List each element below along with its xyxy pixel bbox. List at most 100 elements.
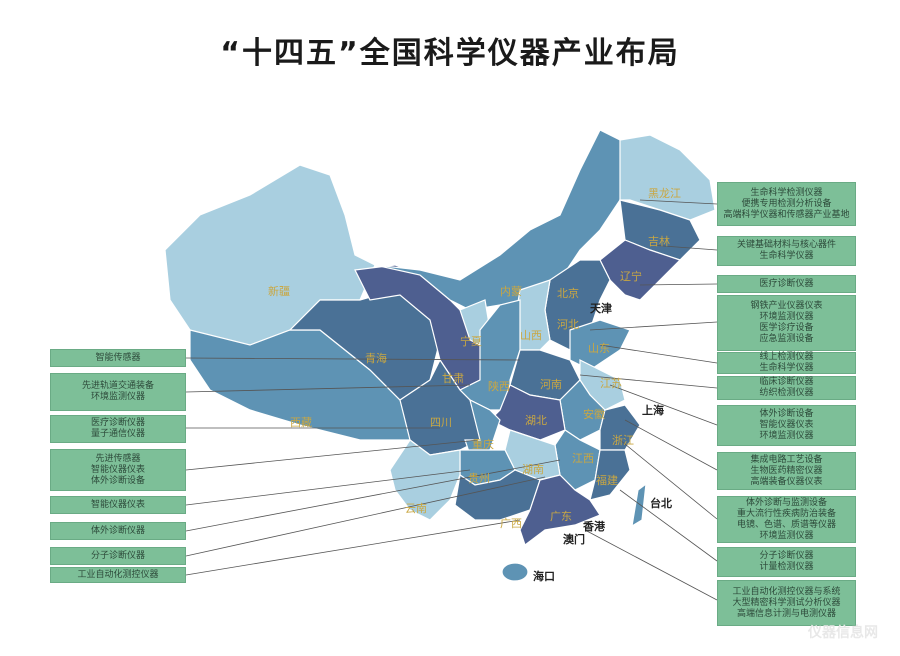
leader-line bbox=[185, 439, 479, 471]
province-label: 新疆 bbox=[268, 285, 290, 298]
city-label: 台北 bbox=[650, 497, 672, 510]
left-industry-box: 分子诊断仪器 bbox=[50, 547, 186, 565]
leader-line bbox=[185, 459, 561, 532]
right-industry-box: 工业自动化测控仪器与系统 大型精密科学测试分析仪器 高端信息计测与电测仪器 bbox=[717, 580, 856, 626]
industry-item: 生命科学检测仪器 bbox=[750, 187, 823, 198]
right-industry-box: 体外诊断与监测设备 重大流行性疾病防治装备 电镜、色谱、质谱等仪器 环境监测仪器 bbox=[717, 496, 856, 543]
leader-line bbox=[639, 199, 718, 205]
leader-line bbox=[639, 283, 718, 286]
right-industry-box: 关键基础材料与核心器件 生命科学仪器 bbox=[717, 236, 856, 266]
left-industry-box: 医疗诊断仪器 量子通信仪器 bbox=[50, 415, 186, 443]
province-label: 云南 bbox=[405, 502, 427, 515]
industry-item: 环境监测仪器 bbox=[759, 312, 814, 322]
province-label: 陕西 bbox=[488, 380, 510, 393]
leader-line bbox=[185, 476, 546, 557]
province-label: 甘肃 bbox=[442, 372, 464, 385]
industry-item: 体外诊断设备 bbox=[90, 475, 145, 486]
industry-item: 电镜、色谱、质谱等仪器 bbox=[736, 519, 836, 530]
industry-item: 生命科学仪器 bbox=[759, 363, 814, 373]
industry-item: 工业自动化测控仪器 bbox=[77, 569, 159, 580]
province-label: 广西 bbox=[500, 517, 522, 530]
province-label: 河南 bbox=[540, 378, 562, 391]
industry-item: 关键基础材料与核心器件 bbox=[736, 240, 836, 250]
industry-item: 临床诊断仪器 bbox=[759, 377, 814, 387]
industry-item: 智能仪器仪表 bbox=[759, 420, 814, 430]
right-industry-box: 生命科学检测仪器 便携专用检测分析设备 高端科学仪器和传感器产业基地 bbox=[717, 182, 856, 226]
leader-line bbox=[599, 344, 718, 364]
leader-line bbox=[185, 469, 471, 506]
industry-item: 生物医药精密仪器 bbox=[750, 465, 823, 476]
industry-item: 生命科学仪器 bbox=[759, 251, 814, 261]
industry-item: 纺织检测仪器 bbox=[759, 388, 814, 398]
province-guangdong bbox=[519, 474, 601, 546]
industry-item: 医学诊疗设备 bbox=[759, 323, 814, 333]
industry-item: 环境监测仪器 bbox=[90, 392, 145, 402]
province-label: 重庆 bbox=[472, 438, 494, 451]
leader-line bbox=[649, 244, 718, 251]
leader-line bbox=[579, 374, 718, 389]
industry-item: 体外诊断与监测设备 bbox=[745, 497, 827, 508]
right-industry-box: 临床诊断仪器 纺织检测仪器 bbox=[717, 376, 856, 400]
left-industry-box: 工业自动化测控仪器 bbox=[50, 567, 186, 583]
industry-item: 医疗诊断仪器 bbox=[759, 278, 814, 289]
industry-item: 高端科学仪器和传感器产业基地 bbox=[723, 209, 850, 220]
province-label: 北京 bbox=[557, 287, 579, 300]
right-industry-box: 分子诊断仪器 计量检测仪器 bbox=[717, 547, 856, 577]
industry-item: 智能仪器仪表 bbox=[90, 499, 145, 510]
city-label: 澳门 bbox=[563, 533, 585, 546]
leader-line bbox=[584, 529, 718, 601]
leader-line bbox=[624, 419, 718, 471]
province-label: 黑龙江 bbox=[648, 187, 681, 200]
industry-item: 分子诊断仪器 bbox=[759, 551, 814, 561]
industry-item: 体外诊断仪器 bbox=[90, 525, 145, 536]
province-label: 贵州 bbox=[468, 472, 490, 485]
industry-item: 环境监测仪器 bbox=[759, 530, 814, 541]
province-label: 江西 bbox=[572, 452, 594, 465]
leader-line bbox=[619, 489, 718, 562]
industry-item: 高端信息计测与电测仪器 bbox=[736, 608, 836, 619]
industry-item: 计量检测仪器 bbox=[759, 562, 814, 572]
province-taiwan bbox=[631, 482, 647, 528]
industry-item: 先进传感器 bbox=[95, 453, 141, 464]
province-label: 湖南 bbox=[522, 463, 544, 476]
province-label: 江苏 bbox=[600, 377, 622, 390]
industry-item: 分子诊断仪器 bbox=[90, 550, 145, 561]
left-industry-box: 智能传感器 bbox=[50, 349, 186, 367]
province-label: 福建 bbox=[596, 474, 618, 487]
province-heilongjiang bbox=[619, 134, 716, 221]
industry-item: 先进轨道交通装备 bbox=[81, 381, 154, 391]
industry-item: 环境监测仪器 bbox=[759, 431, 814, 441]
right-industry-box: 钢铁产业仪器仪表 环境监测仪器 医学诊疗设备 应急监测设备 bbox=[717, 295, 856, 351]
industry-item: 智能仪器仪表 bbox=[90, 464, 145, 475]
province-hainan bbox=[501, 562, 529, 582]
industry-item: 医疗诊断仪器 bbox=[90, 418, 145, 428]
left-industry-box: 智能仪器仪表 bbox=[50, 496, 186, 514]
industry-item: 工业自动化测控仪器与系统 bbox=[732, 586, 841, 597]
province-label: 浙江 bbox=[612, 434, 634, 447]
industry-item: 线上检测仪器 bbox=[759, 352, 814, 362]
province-label: 西藏 bbox=[290, 416, 312, 429]
right-industry-box: 医疗诊断仪器 bbox=[717, 275, 856, 293]
province-label: 青海 bbox=[365, 352, 387, 365]
industry-item: 体外诊断设备 bbox=[759, 409, 814, 419]
watermark-logo: 仪器信息网 bbox=[808, 625, 878, 641]
province-label: 四川 bbox=[430, 416, 452, 429]
left-industry-box: 体外诊断仪器 bbox=[50, 522, 186, 540]
province-label: 安徽 bbox=[583, 408, 605, 421]
province-yunnan bbox=[389, 439, 461, 521]
industry-item: 集成电路工艺设备 bbox=[750, 454, 823, 465]
province-label: 山西 bbox=[520, 329, 542, 342]
province-label: 广东 bbox=[550, 510, 572, 523]
leader-line bbox=[609, 384, 718, 426]
city-label: 海口 bbox=[533, 570, 555, 583]
industry-item: 量子通信仪器 bbox=[90, 429, 145, 439]
leader-line bbox=[185, 519, 521, 576]
city-label: 香港 bbox=[583, 520, 605, 533]
industry-item: 便携专用检测分析设备 bbox=[741, 198, 832, 209]
province-label: 湖北 bbox=[525, 414, 547, 427]
leader-line bbox=[619, 439, 718, 520]
industry-item: 重大流行性疾病防治装备 bbox=[736, 508, 836, 519]
province-label: 吉林 bbox=[648, 235, 670, 248]
left-industry-box: 先进轨道交通装备 环境监测仪器 bbox=[50, 373, 186, 411]
